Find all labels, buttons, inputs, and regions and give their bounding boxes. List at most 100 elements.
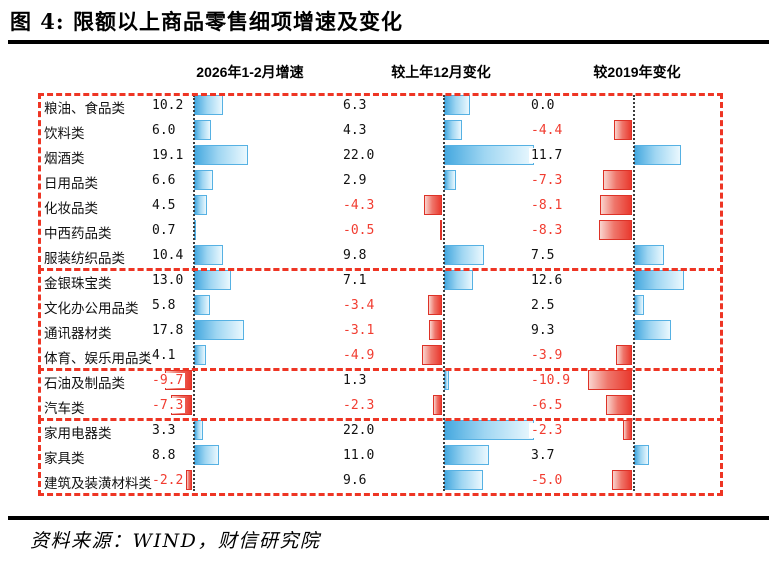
bar	[598, 220, 632, 240]
bar	[194, 270, 231, 290]
bar	[429, 320, 442, 340]
value-label: 9.6	[341, 473, 369, 488]
column-header-vs-last-december: 较上年12月变化	[391, 64, 491, 80]
source-note: 资料来源：WIND，财信研究院	[30, 530, 321, 552]
value-label: -8.3	[529, 223, 565, 238]
value-label: -3.4	[341, 298, 377, 313]
category-label: 化妆品类	[44, 201, 98, 216]
value-label: -7.3	[529, 173, 565, 188]
category-label: 金银珠宝类	[44, 276, 112, 291]
value-label: 3.3	[150, 423, 178, 438]
value-label: 7.5	[529, 248, 557, 263]
bar	[428, 295, 442, 315]
value-label: 2.5	[529, 298, 557, 313]
value-label: 3.7	[529, 448, 557, 463]
category-label: 家具类	[44, 451, 85, 466]
category-label: 中西药品类	[44, 226, 112, 241]
bar	[599, 195, 632, 215]
bar	[444, 120, 462, 140]
bar	[194, 95, 223, 115]
bar	[634, 320, 672, 340]
value-label: -4.3	[341, 198, 377, 213]
value-label: 0.7	[150, 223, 178, 238]
value-label: 6.3	[341, 98, 369, 113]
category-label: 通讯器材类	[44, 326, 112, 341]
category-label: 汽车类	[44, 401, 85, 416]
title-divider	[8, 40, 769, 44]
value-label: -8.1	[529, 198, 565, 213]
bar	[194, 345, 206, 365]
zero-axis	[443, 95, 445, 491]
bar	[194, 445, 219, 465]
category-label: 石油及制品类	[44, 376, 125, 391]
bar	[634, 445, 649, 465]
value-label: 9.3	[529, 323, 557, 338]
value-label: 4.3	[341, 123, 369, 138]
bar	[444, 170, 456, 190]
category-label: 家用电器类	[44, 426, 112, 441]
bar	[588, 370, 632, 390]
value-label: 8.8	[150, 448, 178, 463]
value-label: 2.9	[341, 173, 369, 188]
value-label: -4.9	[341, 348, 377, 363]
bar	[606, 395, 632, 415]
bar	[444, 245, 485, 265]
category-label: 粮油、食品类	[44, 101, 125, 116]
value-label: 10.2	[150, 98, 186, 113]
bar	[616, 345, 632, 365]
value-label: 6.6	[150, 173, 178, 188]
bar	[634, 145, 681, 165]
value-label: -2.2	[150, 473, 186, 488]
bar	[444, 445, 489, 465]
bar	[194, 170, 213, 190]
value-label: 19.1	[150, 148, 186, 163]
value-label: -6.5	[529, 398, 565, 413]
value-label: 7.1	[341, 273, 369, 288]
category-label: 饮料类	[44, 126, 85, 141]
bar	[444, 270, 474, 290]
value-label: 9.8	[341, 248, 369, 263]
value-label: 10.4	[150, 248, 186, 263]
category-label: 日用品类	[44, 176, 98, 191]
value-label: -2.3	[529, 423, 565, 438]
category-label: 体育、娱乐用品类	[44, 351, 152, 366]
value-label: 6.0	[150, 123, 178, 138]
column-header-vs-2019: 较2019年变化	[593, 64, 681, 80]
category-label: 烟酒类	[44, 151, 85, 166]
value-label: 1.3	[341, 373, 369, 388]
category-label: 文化办公用品类	[44, 301, 139, 316]
value-label: 0.0	[529, 98, 557, 113]
value-label: 13.0	[150, 273, 186, 288]
zero-axis	[193, 95, 195, 491]
value-label: -4.4	[529, 123, 565, 138]
footer-divider	[8, 516, 769, 520]
bar	[634, 245, 664, 265]
bar	[444, 145, 534, 165]
value-label: 4.5	[150, 198, 178, 213]
bar	[439, 220, 442, 240]
bar	[444, 470, 484, 490]
bar	[432, 395, 442, 415]
bar	[444, 420, 534, 440]
value-label: 22.0	[341, 423, 377, 438]
bar	[194, 420, 204, 440]
value-label: 11.7	[529, 148, 565, 163]
bar	[634, 295, 644, 315]
bar	[194, 320, 245, 340]
bar	[194, 120, 211, 140]
bar	[634, 270, 685, 290]
value-label: 4.1	[150, 348, 178, 363]
value-label: -2.3	[341, 398, 377, 413]
value-label: 22.0	[341, 148, 377, 163]
value-label: -3.1	[341, 323, 377, 338]
bar	[185, 470, 192, 490]
value-label: -5.0	[529, 473, 565, 488]
value-label: -0.5	[341, 223, 377, 238]
value-label: 12.6	[529, 273, 565, 288]
bar	[614, 120, 632, 140]
category-label: 服装纺织品类	[44, 251, 125, 266]
value-label: 11.0	[341, 448, 377, 463]
bar	[444, 95, 470, 115]
bar	[194, 295, 211, 315]
value-label: -7.3	[150, 398, 186, 413]
